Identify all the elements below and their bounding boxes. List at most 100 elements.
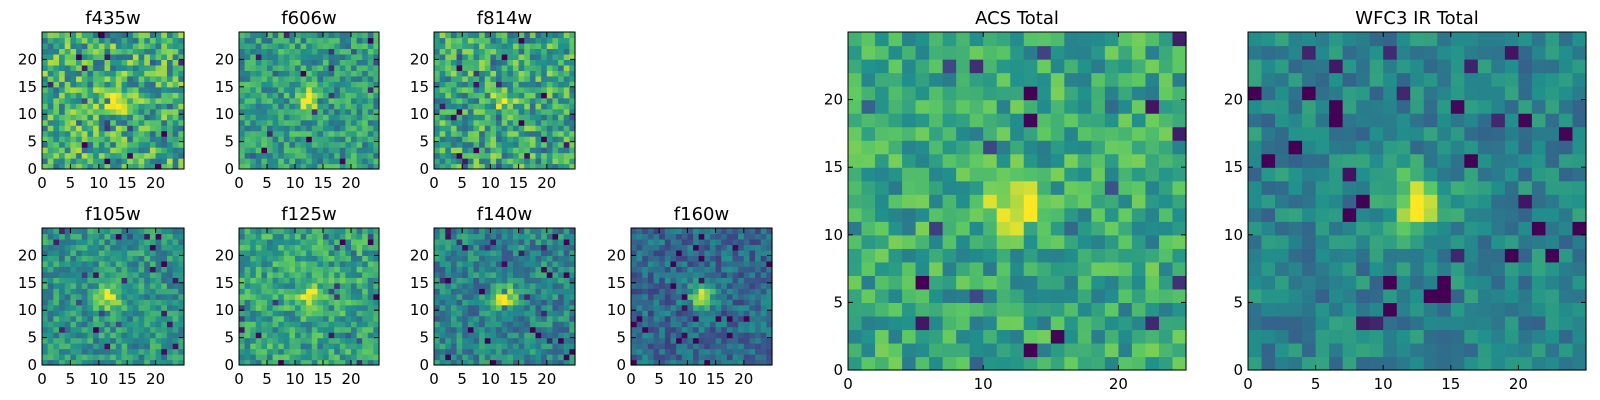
heatmap-cell: [339, 119, 346, 126]
heatmap-cell: [70, 354, 77, 361]
heatmap-cell: [456, 103, 463, 110]
heatmap-cell: [328, 125, 335, 132]
heatmap-cell: [1077, 315, 1092, 331]
heatmap-cell: [250, 125, 257, 132]
heatmap-cell: [760, 343, 767, 350]
heatmap-cell: [687, 315, 694, 322]
heatmap-cell: [687, 348, 694, 355]
heatmap-cell: [239, 86, 246, 93]
heatmap-cell: [155, 260, 162, 267]
heatmap-cell: [87, 304, 94, 311]
heatmap-cell: [70, 310, 77, 317]
heatmap-cell: [546, 282, 554, 289]
heatmap-cell: [356, 141, 363, 148]
heatmap-cell: [272, 147, 279, 154]
heatmap-cell: [127, 125, 134, 132]
heatmap-cell: [569, 266, 576, 273]
heatmap-cell: [81, 75, 89, 82]
heatmap-cell: [518, 277, 525, 284]
heatmap-cell: [743, 348, 751, 355]
heatmap-cell: [334, 343, 341, 350]
heatmap-cell: [110, 53, 117, 60]
heatmap-cell: [496, 141, 503, 148]
heatmap-cell: [323, 147, 330, 154]
heatmap-cell: [983, 221, 998, 236]
heatmap-cell: [267, 354, 274, 361]
heatmap-cell: [161, 37, 168, 44]
heatmap-cell: [93, 130, 100, 137]
heatmap-cell: [149, 359, 157, 366]
heatmap-cell: [1131, 221, 1147, 236]
heatmap-cell: [81, 70, 89, 77]
heatmap-cell: [144, 282, 151, 289]
heatmap-cell: [87, 119, 94, 126]
heatmap-cell: [53, 136, 60, 143]
heatmap-cell: [929, 167, 944, 182]
heatmap-cell: [518, 42, 525, 50]
heatmap-cell: [70, 81, 77, 88]
heatmap-cell: [161, 354, 168, 361]
heatmap-cell: [676, 359, 683, 366]
heatmap-cell: [512, 266, 520, 273]
heatmap-cell: [267, 48, 274, 55]
heatmap-cell: [445, 92, 452, 99]
heatmap-cell: [138, 158, 145, 165]
heatmap-cell: [535, 238, 542, 246]
heatmap-cell: [546, 53, 554, 60]
heatmap-cell: [721, 238, 728, 246]
heatmap-cell: [484, 326, 491, 333]
heatmap-cell: [642, 310, 649, 317]
heatmap-cell: [698, 244, 705, 251]
heatmap-cell: [42, 108, 49, 115]
heatmap-cell: [721, 293, 728, 300]
heatmap-cell: [546, 260, 554, 267]
heatmap-cell: [484, 249, 491, 256]
heatmap-cell: [328, 119, 335, 126]
heatmap-cell: [115, 42, 123, 50]
heatmap-cell: [434, 152, 441, 159]
heatmap-cell: [450, 92, 458, 99]
heatmap-cell: [490, 147, 497, 154]
heatmap-cell: [351, 53, 358, 60]
heatmap-cell: [339, 304, 346, 311]
heatmap-cell: [166, 233, 174, 240]
heatmap-cell: [76, 119, 83, 126]
heatmap-cell: [524, 103, 531, 110]
heatmap-cell: [709, 249, 717, 256]
heatmap-cell: [172, 332, 179, 339]
heatmap-cell: [749, 304, 756, 311]
heatmap-cell: [439, 249, 446, 256]
heatmap-cell: [178, 348, 185, 355]
heatmap-cell: [512, 37, 520, 44]
heatmap-cell: [261, 249, 268, 256]
heatmap-cell: [996, 329, 1011, 344]
heatmap-cell: [373, 321, 380, 328]
heatmap-cell: [1010, 275, 1025, 290]
heatmap-cell: [373, 244, 380, 251]
heatmap-cell: [311, 32, 318, 39]
heatmap-cell: [267, 288, 274, 295]
heatmap-cell: [518, 81, 525, 88]
heatmap-cell: [563, 70, 570, 77]
heatmap-cell: [484, 228, 491, 235]
heatmap-cell: [144, 147, 151, 154]
x-tick-label: 20: [146, 370, 165, 388]
heatmap-cell: [87, 293, 94, 300]
heatmap-cell: [127, 152, 134, 159]
heatmap-cell: [501, 282, 508, 289]
heatmap-cell: [552, 59, 559, 66]
heatmap-cell: [323, 299, 330, 306]
heatmap-cell: [915, 153, 930, 168]
heatmap-cell: [484, 321, 491, 328]
heatmap-cell: [1023, 342, 1038, 358]
heatmap-cell: [81, 359, 89, 366]
heatmap-cell: [255, 59, 262, 66]
heatmap-cell: [311, 86, 318, 93]
heatmap-cell: [439, 114, 446, 121]
heatmap-cell: [687, 266, 694, 273]
heatmap-cell: [306, 163, 313, 170]
heatmap-cell: [434, 293, 441, 300]
panel-title: f105w: [85, 204, 140, 225]
heatmap-cell: [244, 53, 251, 60]
